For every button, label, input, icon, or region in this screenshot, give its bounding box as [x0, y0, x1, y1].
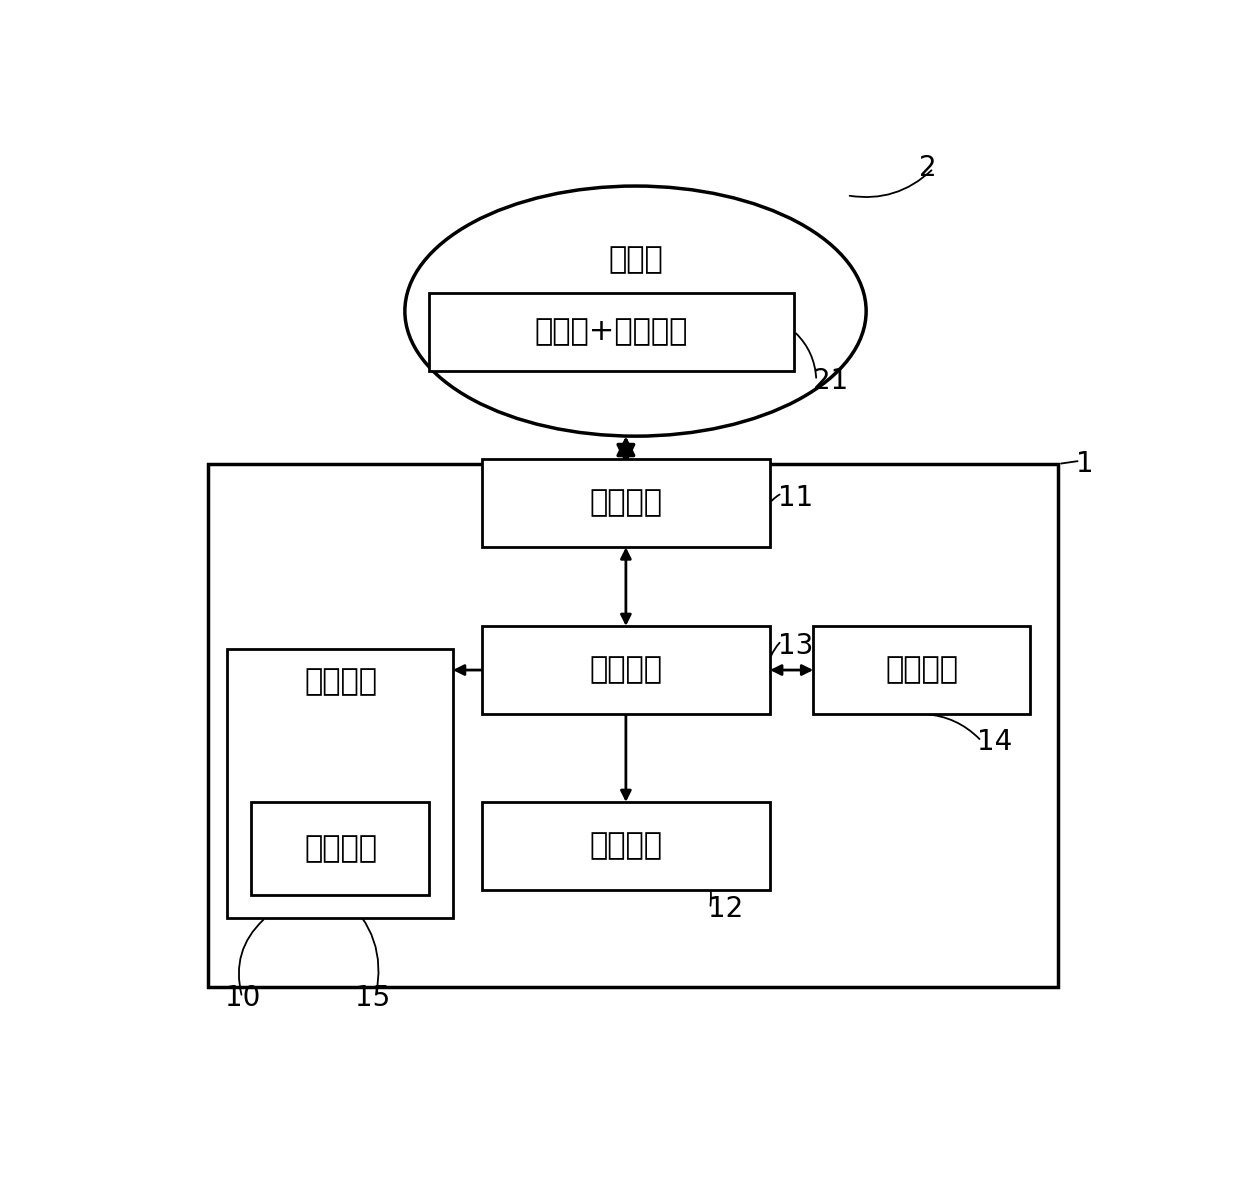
Bar [481, 460, 770, 547]
Bar [481, 626, 770, 715]
Text: 13: 13 [777, 633, 813, 660]
Bar [250, 802, 429, 895]
Bar [813, 626, 1029, 715]
Bar [208, 464, 1058, 988]
Text: 21: 21 [813, 367, 848, 395]
Bar [227, 650, 453, 918]
Text: 12: 12 [708, 895, 743, 923]
Text: 14: 14 [977, 728, 1012, 755]
Text: 显示屏: 显示屏 [608, 245, 663, 274]
Text: 11: 11 [777, 485, 813, 512]
Text: 10: 10 [226, 984, 260, 1013]
Bar [481, 802, 770, 890]
Text: 2: 2 [919, 154, 936, 182]
Text: 识别单元: 识别单元 [885, 656, 959, 685]
Text: 应用程式: 应用程式 [304, 834, 377, 863]
Text: 15: 15 [355, 984, 391, 1013]
Text: 处理单元: 处理单元 [589, 656, 662, 685]
Text: 显示单元: 显示单元 [589, 831, 662, 860]
Text: 储存单元: 储存单元 [304, 668, 377, 697]
Bar [429, 292, 794, 372]
Text: 识别码+量测数值: 识别码+量测数值 [534, 316, 688, 346]
Text: 1: 1 [1075, 450, 1094, 478]
Text: 照相单元: 照相单元 [589, 488, 662, 517]
